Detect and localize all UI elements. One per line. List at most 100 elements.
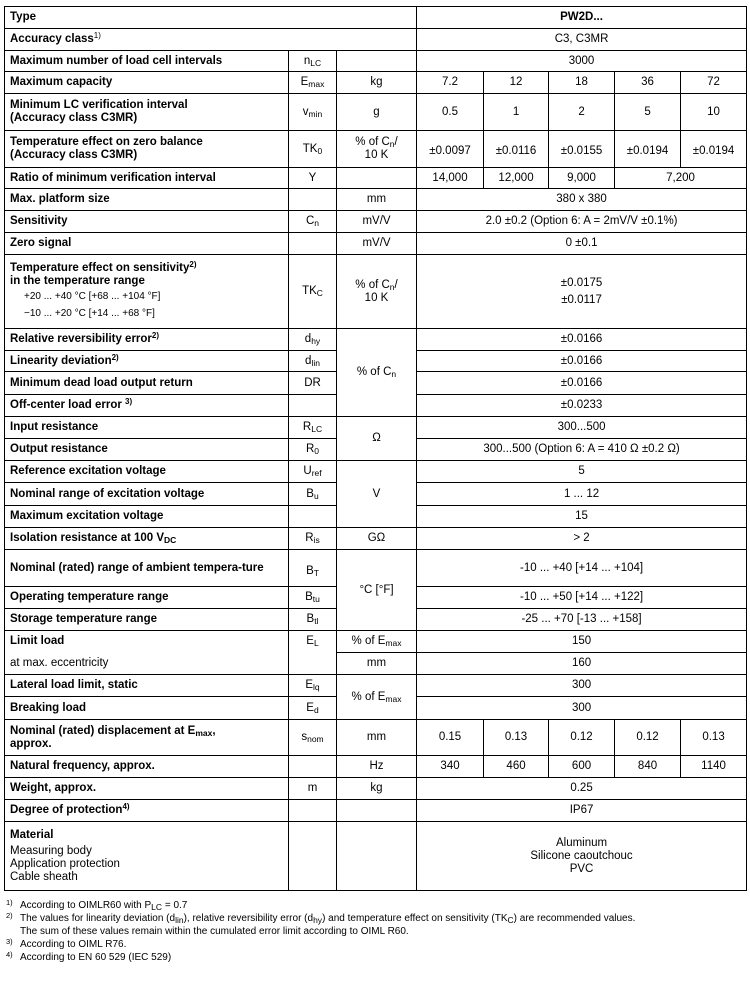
- vmin-value: 2: [548, 93, 616, 131]
- vmin-value: 10: [680, 93, 748, 131]
- frequency-symbol: [288, 755, 337, 778]
- row-accuracy-class: Accuracy class1) C3, C3MR: [3, 28, 748, 51]
- operating-label: Operating temperature range: [4, 586, 289, 609]
- reversibility-symbol: dhy: [288, 328, 337, 351]
- deadload-value: ±0.0166: [416, 371, 748, 395]
- platform-unit: mm: [335, 188, 418, 211]
- capacity-value: 72: [680, 71, 748, 94]
- tkc-unit: % of Cn/10 K: [335, 254, 418, 329]
- row-max-excitation: Maximum excitation voltage 15: [4, 505, 748, 528]
- row-frequency: Natural frequency, approx. Hz 340 460 60…: [4, 755, 748, 778]
- ratio-unit: [335, 167, 418, 189]
- ratio-value: 12,000: [483, 167, 550, 189]
- row-reversibility: Relative reversibility error2) dhy % of …: [4, 328, 748, 417]
- row-capacity: Maximum capacity Emax kg 7.2 12 18 36 72: [4, 71, 748, 94]
- linearity-value: ±0.0166: [416, 350, 748, 372]
- type-label: Type: [3, 6, 418, 29]
- sensitivity-symbol: Cn: [288, 210, 337, 233]
- input-res-value: 300...500: [416, 416, 748, 439]
- row-ambient-temp: Nominal (rated) range of ambient tempera…: [4, 549, 748, 631]
- linearity-symbol: dlin: [288, 350, 337, 372]
- material-unit: [335, 821, 418, 891]
- frequency-value: 1140: [680, 755, 748, 778]
- row-linearity: Linearity deviation2) dlin ±0.0166: [4, 350, 748, 372]
- offcenter-value: ±0.0233: [416, 394, 748, 417]
- ohm-unit: Ω: [335, 416, 418, 461]
- eccentricity-value: 160: [416, 652, 748, 675]
- capacity-value: 12: [483, 71, 550, 94]
- displacement-value: 0.12: [614, 719, 682, 756]
- row-vmin: Minimum LC verification interval (Accurac…: [4, 93, 748, 131]
- tk0-unit: % of Cn/10 K: [335, 130, 418, 168]
- displacement-unit: mm: [335, 719, 418, 756]
- vmin-value: 0.5: [416, 93, 485, 131]
- vmin-symbol: vmin: [288, 93, 337, 131]
- output-res-value: 300...500 (Option 6: A = 410 Ω ±0.2 Ω): [416, 438, 748, 461]
- footnote-2: 2) The values for linearity deviation (dl…: [6, 911, 636, 937]
- row-sensitivity: Sensitivity Cn mV/V 2.0 ±0.2 (Option 6: …: [4, 210, 748, 233]
- zero-symbol: [288, 232, 337, 255]
- row-protection: Degree of protection4) IP67: [4, 799, 748, 822]
- isolation-unit: GΩ: [335, 527, 418, 550]
- row-weight: Weight, approx. m kg 0.25: [4, 777, 748, 800]
- frequency-value: 840: [614, 755, 682, 778]
- row-material: Material Measuring body Application protec…: [4, 821, 748, 891]
- row-tkc: Temperature effect on sensitivity2) in th…: [4, 254, 748, 329]
- intervals-value: 3000: [416, 50, 748, 72]
- tk0-value: ±0.0194: [680, 130, 748, 168]
- output-res-label: Output resistance: [4, 438, 289, 461]
- protection-value: IP67: [416, 799, 748, 822]
- storage-value: -25 ... +70 [-13 ... +158]: [416, 608, 748, 631]
- zero-unit: mV/V: [335, 232, 418, 255]
- tk0-symbol: TK0: [288, 130, 337, 168]
- deadload-symbol: DR: [288, 371, 337, 395]
- intervals-label: Maximum number of load cell intervals: [4, 50, 289, 72]
- capacity-value: 18: [548, 71, 616, 94]
- zero-label: Zero signal: [4, 232, 289, 255]
- tkc-label: Temperature effect on sensitivity2) in th…: [4, 254, 289, 329]
- ambient-value: -10 ... +40 [+14 ... +104]: [416, 549, 748, 587]
- protection-label: Degree of protection4): [4, 799, 289, 822]
- frequency-label: Natural frequency, approx.: [4, 755, 289, 778]
- protection-unit: [335, 799, 418, 822]
- tk0-label: Temperature effect on zero balance (Accur…: [4, 130, 289, 168]
- row-type: Type PW2D...: [3, 6, 748, 29]
- footnote-3: 3) According to OIML R76.: [6, 937, 127, 950]
- frequency-unit: Hz: [335, 755, 418, 778]
- max-exc-value: 15: [416, 505, 748, 528]
- weight-symbol: m: [288, 777, 337, 800]
- limit-symbol: EL: [288, 630, 337, 675]
- storage-label: Storage temperature range: [4, 608, 289, 631]
- pct-cn-unit: % of Cn: [335, 328, 418, 417]
- sensitivity-unit: mV/V: [335, 210, 418, 233]
- capacity-symbol: Emax: [288, 71, 337, 94]
- row-ratio: Ratio of minimum verification interval Y…: [4, 167, 748, 189]
- material-label: Material Measuring body Application protec…: [4, 821, 289, 891]
- eccentricity-unit: mm: [335, 652, 418, 675]
- nom-exc-symbol: Bu: [288, 482, 337, 506]
- frequency-value: 600: [548, 755, 616, 778]
- ratio-value: 14,000: [416, 167, 485, 189]
- row-offcenter: Off-center load error 3) ±0.0233: [4, 394, 748, 417]
- tkc-value: ±0.0175 ±0.0117: [416, 254, 748, 329]
- row-isolation: Isolation resistance at 100 VDC Ris GΩ >…: [4, 527, 748, 550]
- breaking-label: Breaking load: [4, 696, 289, 720]
- row-platform: Max. platform size mm 380 x 380: [4, 188, 748, 211]
- platform-value: 380 x 380: [416, 188, 748, 211]
- max-exc-label: Maximum excitation voltage: [4, 505, 289, 528]
- displacement-value: 0.12: [548, 719, 616, 756]
- deadload-label: Minimum dead load output return: [4, 371, 289, 395]
- platform-label: Max. platform size: [4, 188, 289, 211]
- input-res-label: Input resistance: [4, 416, 289, 439]
- weight-label: Weight, approx.: [4, 777, 289, 800]
- row-displacement: Nominal (rated) displacement at Emax, app…: [4, 719, 748, 756]
- specification-table: Type PW2D... Accuracy class1) C3, C3MR M…: [3, 6, 748, 891]
- row-input-resistance: Input resistance RLC Ω 300...500: [4, 416, 748, 461]
- row-zero-signal: Zero signal mV/V 0 ±0.1: [4, 232, 748, 255]
- vmin-value: 1: [483, 93, 550, 131]
- sensitivity-label: Sensitivity: [4, 210, 289, 233]
- footnote-1: 1) According to OIMLR60 with PLC = 0.7: [6, 898, 188, 912]
- breaking-value: 300: [416, 696, 748, 720]
- capacity-unit: kg: [335, 71, 418, 94]
- limit-label: Limit load at max. eccentricity: [4, 630, 289, 675]
